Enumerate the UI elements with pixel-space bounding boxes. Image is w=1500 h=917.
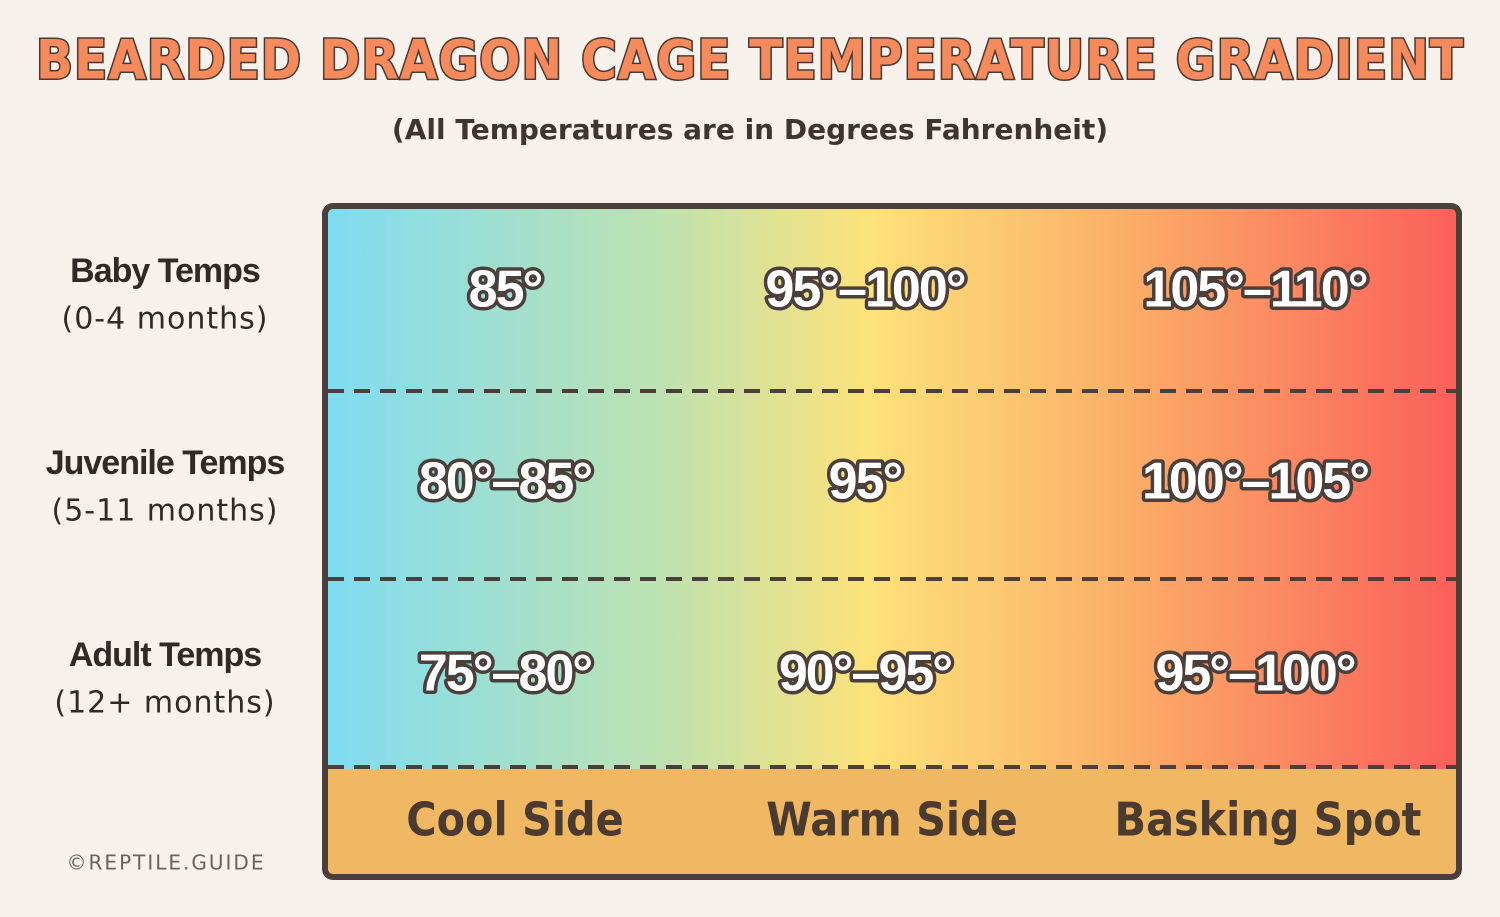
temperature-cell: 80°–85° — [419, 453, 591, 511]
footer-band — [325, 769, 1459, 877]
row-label: Adult Temps — [69, 636, 261, 674]
row-label: Baby Temps — [70, 252, 260, 290]
temperature-cell: 100°–105° — [1142, 453, 1368, 511]
frame — [322, 203, 1462, 880]
column-label: Cool Side — [406, 793, 624, 847]
temperature-cell: 90°–95° — [779, 645, 951, 703]
temperature-cell: 95°–100° — [1155, 645, 1354, 703]
row-sublabel: (0-4 months) — [62, 302, 269, 337]
row-sublabel: (12+ months) — [54, 686, 275, 721]
temperature-cell: 105°–110° — [1143, 261, 1366, 319]
temperature-cell: 95°–100° — [765, 261, 964, 319]
content: Baby Temps (0-4 months) 85° 95°–100° 105°–11… — [46, 252, 1422, 847]
temperature-cell: 85° — [469, 261, 542, 319]
row-label: Juvenile Temps — [46, 444, 285, 482]
row-sublabel: (5-11 months) — [51, 494, 278, 529]
temperature-cell: 95° — [829, 453, 902, 511]
dividers — [328, 389, 1456, 769]
temperature-cell: 75°–80° — [419, 645, 591, 703]
column-label: Basking Spot — [1115, 793, 1422, 847]
column-label: Warm Side — [766, 793, 1018, 847]
subtitle: (All Temperatures are in Degrees Fahrenh… — [392, 113, 1108, 146]
title: BEARDED DRAGON CAGE TEMPERATURE GRADIENT — [36, 29, 1464, 92]
credit: ©REPTILE.GUIDE — [67, 851, 266, 875]
gradient-area — [325, 206, 1459, 769]
